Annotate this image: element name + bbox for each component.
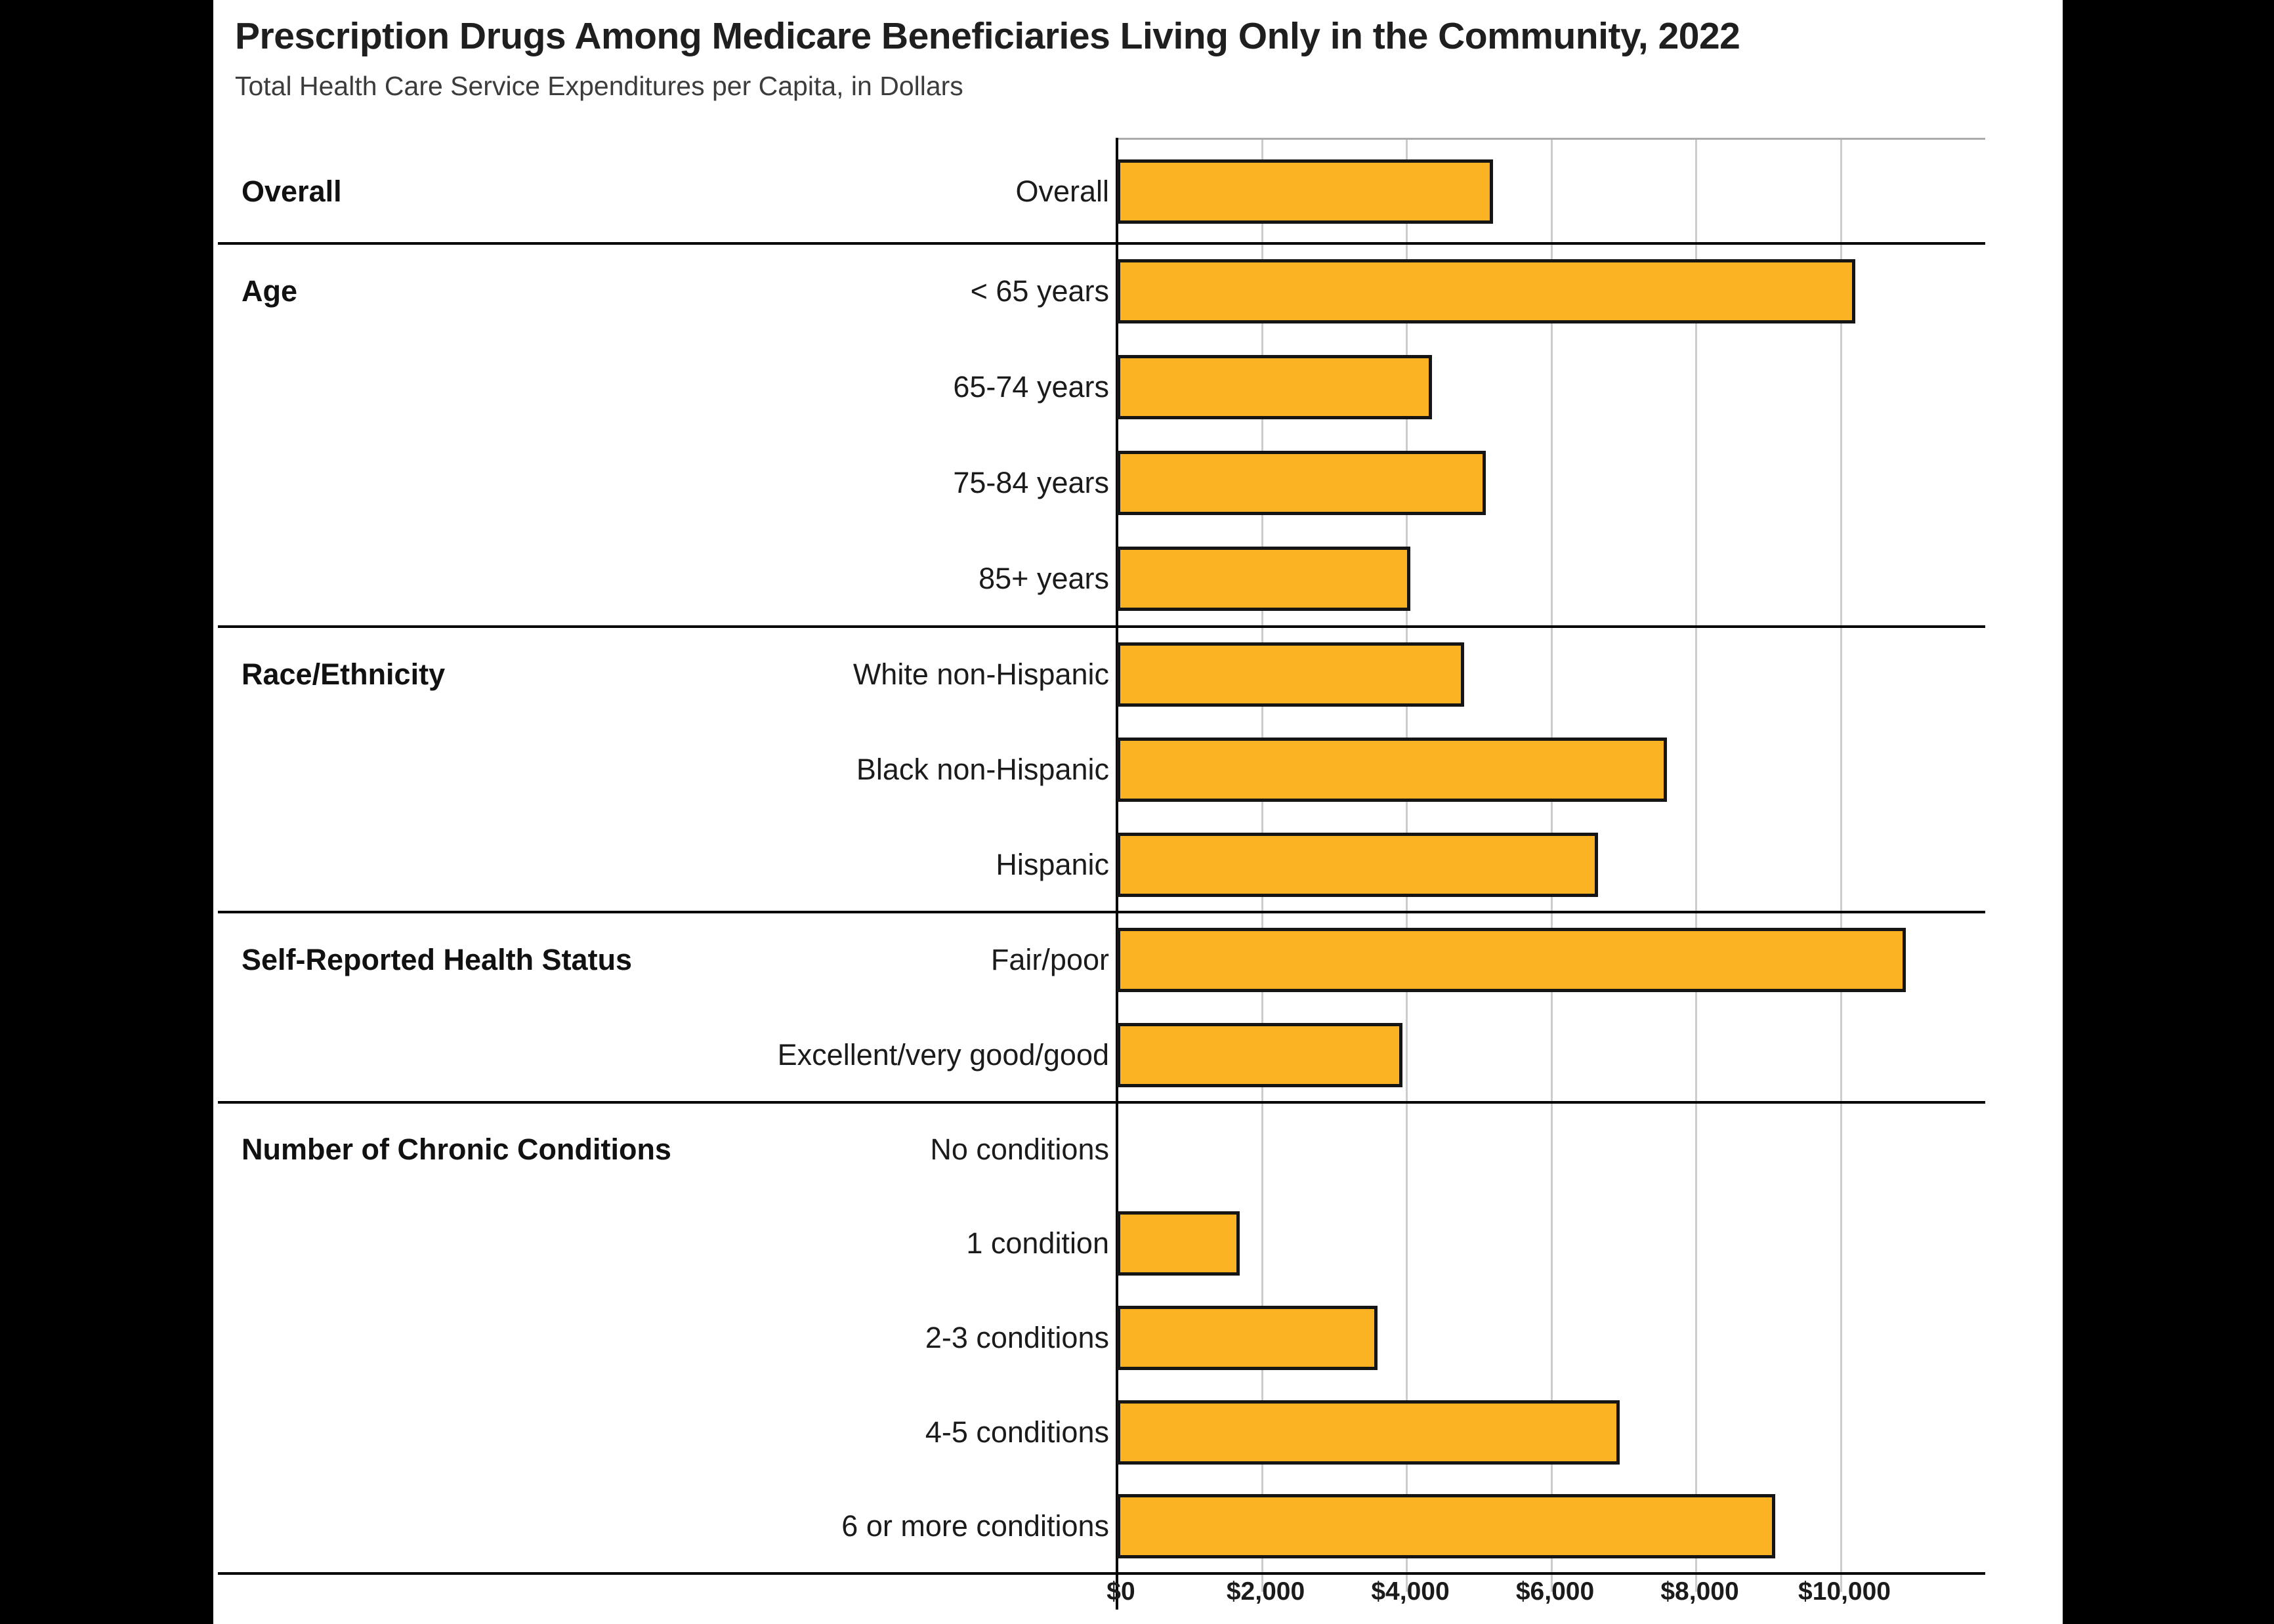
chart-panel: Prescription Drugs Among Medicare Benefi… <box>213 0 2063 1624</box>
bar <box>1117 642 1464 707</box>
bar-chart: $0 $2,000 $4,000 $6,000 $8,000 $10,000 Overall… <box>213 0 2063 1624</box>
row-label: 1 condition <box>218 1197 1109 1291</box>
row-label: Hispanic <box>218 817 1109 912</box>
axis-tick-label: $8,000 <box>1660 1577 1738 1606</box>
bar <box>1117 928 1906 992</box>
screenshot-root: Prescription Drugs Among Medicare Benefi… <box>0 0 2274 1624</box>
axis-tick-label: $6,000 <box>1516 1577 1594 1606</box>
row-label: Excellent/very good/good <box>218 1007 1109 1102</box>
bar <box>1117 1023 1402 1087</box>
row-label: Overall <box>218 139 1109 243</box>
row-label: Black non-Hispanic <box>218 722 1109 817</box>
bar <box>1117 738 1667 802</box>
axis-tick-label: $0 <box>1106 1577 1135 1606</box>
bar <box>1117 1494 1775 1558</box>
bar <box>1117 259 1855 323</box>
row-label: 2-3 conditions <box>218 1291 1109 1385</box>
row-label: 4-5 conditions <box>218 1385 1109 1480</box>
row-label: < 65 years <box>218 243 1109 339</box>
axis-tick-label: $2,000 <box>1227 1577 1305 1606</box>
bar <box>1117 451 1486 515</box>
axis-tick-label: $4,000 <box>1371 1577 1449 1606</box>
plot-top-border <box>1117 138 1985 140</box>
bar <box>1117 1211 1240 1276</box>
row-label: 65-74 years <box>218 339 1109 435</box>
axis-tick-label: $10,000 <box>1798 1577 1891 1606</box>
row-label: White non-Hispanic <box>218 627 1109 722</box>
row-label: 75-84 years <box>218 435 1109 531</box>
row-label: 6 or more conditions <box>218 1479 1109 1573</box>
bar <box>1117 547 1410 611</box>
bar <box>1117 159 1493 224</box>
gridline <box>1840 139 1842 1573</box>
bar <box>1117 833 1598 897</box>
gridline <box>1695 139 1697 1573</box>
bar <box>1117 355 1432 419</box>
bar <box>1117 1306 1378 1370</box>
row-label: No conditions <box>218 1102 1109 1197</box>
bar <box>1117 1400 1620 1465</box>
row-label: Fair/poor <box>218 912 1109 1007</box>
row-label: 85+ years <box>218 531 1109 627</box>
